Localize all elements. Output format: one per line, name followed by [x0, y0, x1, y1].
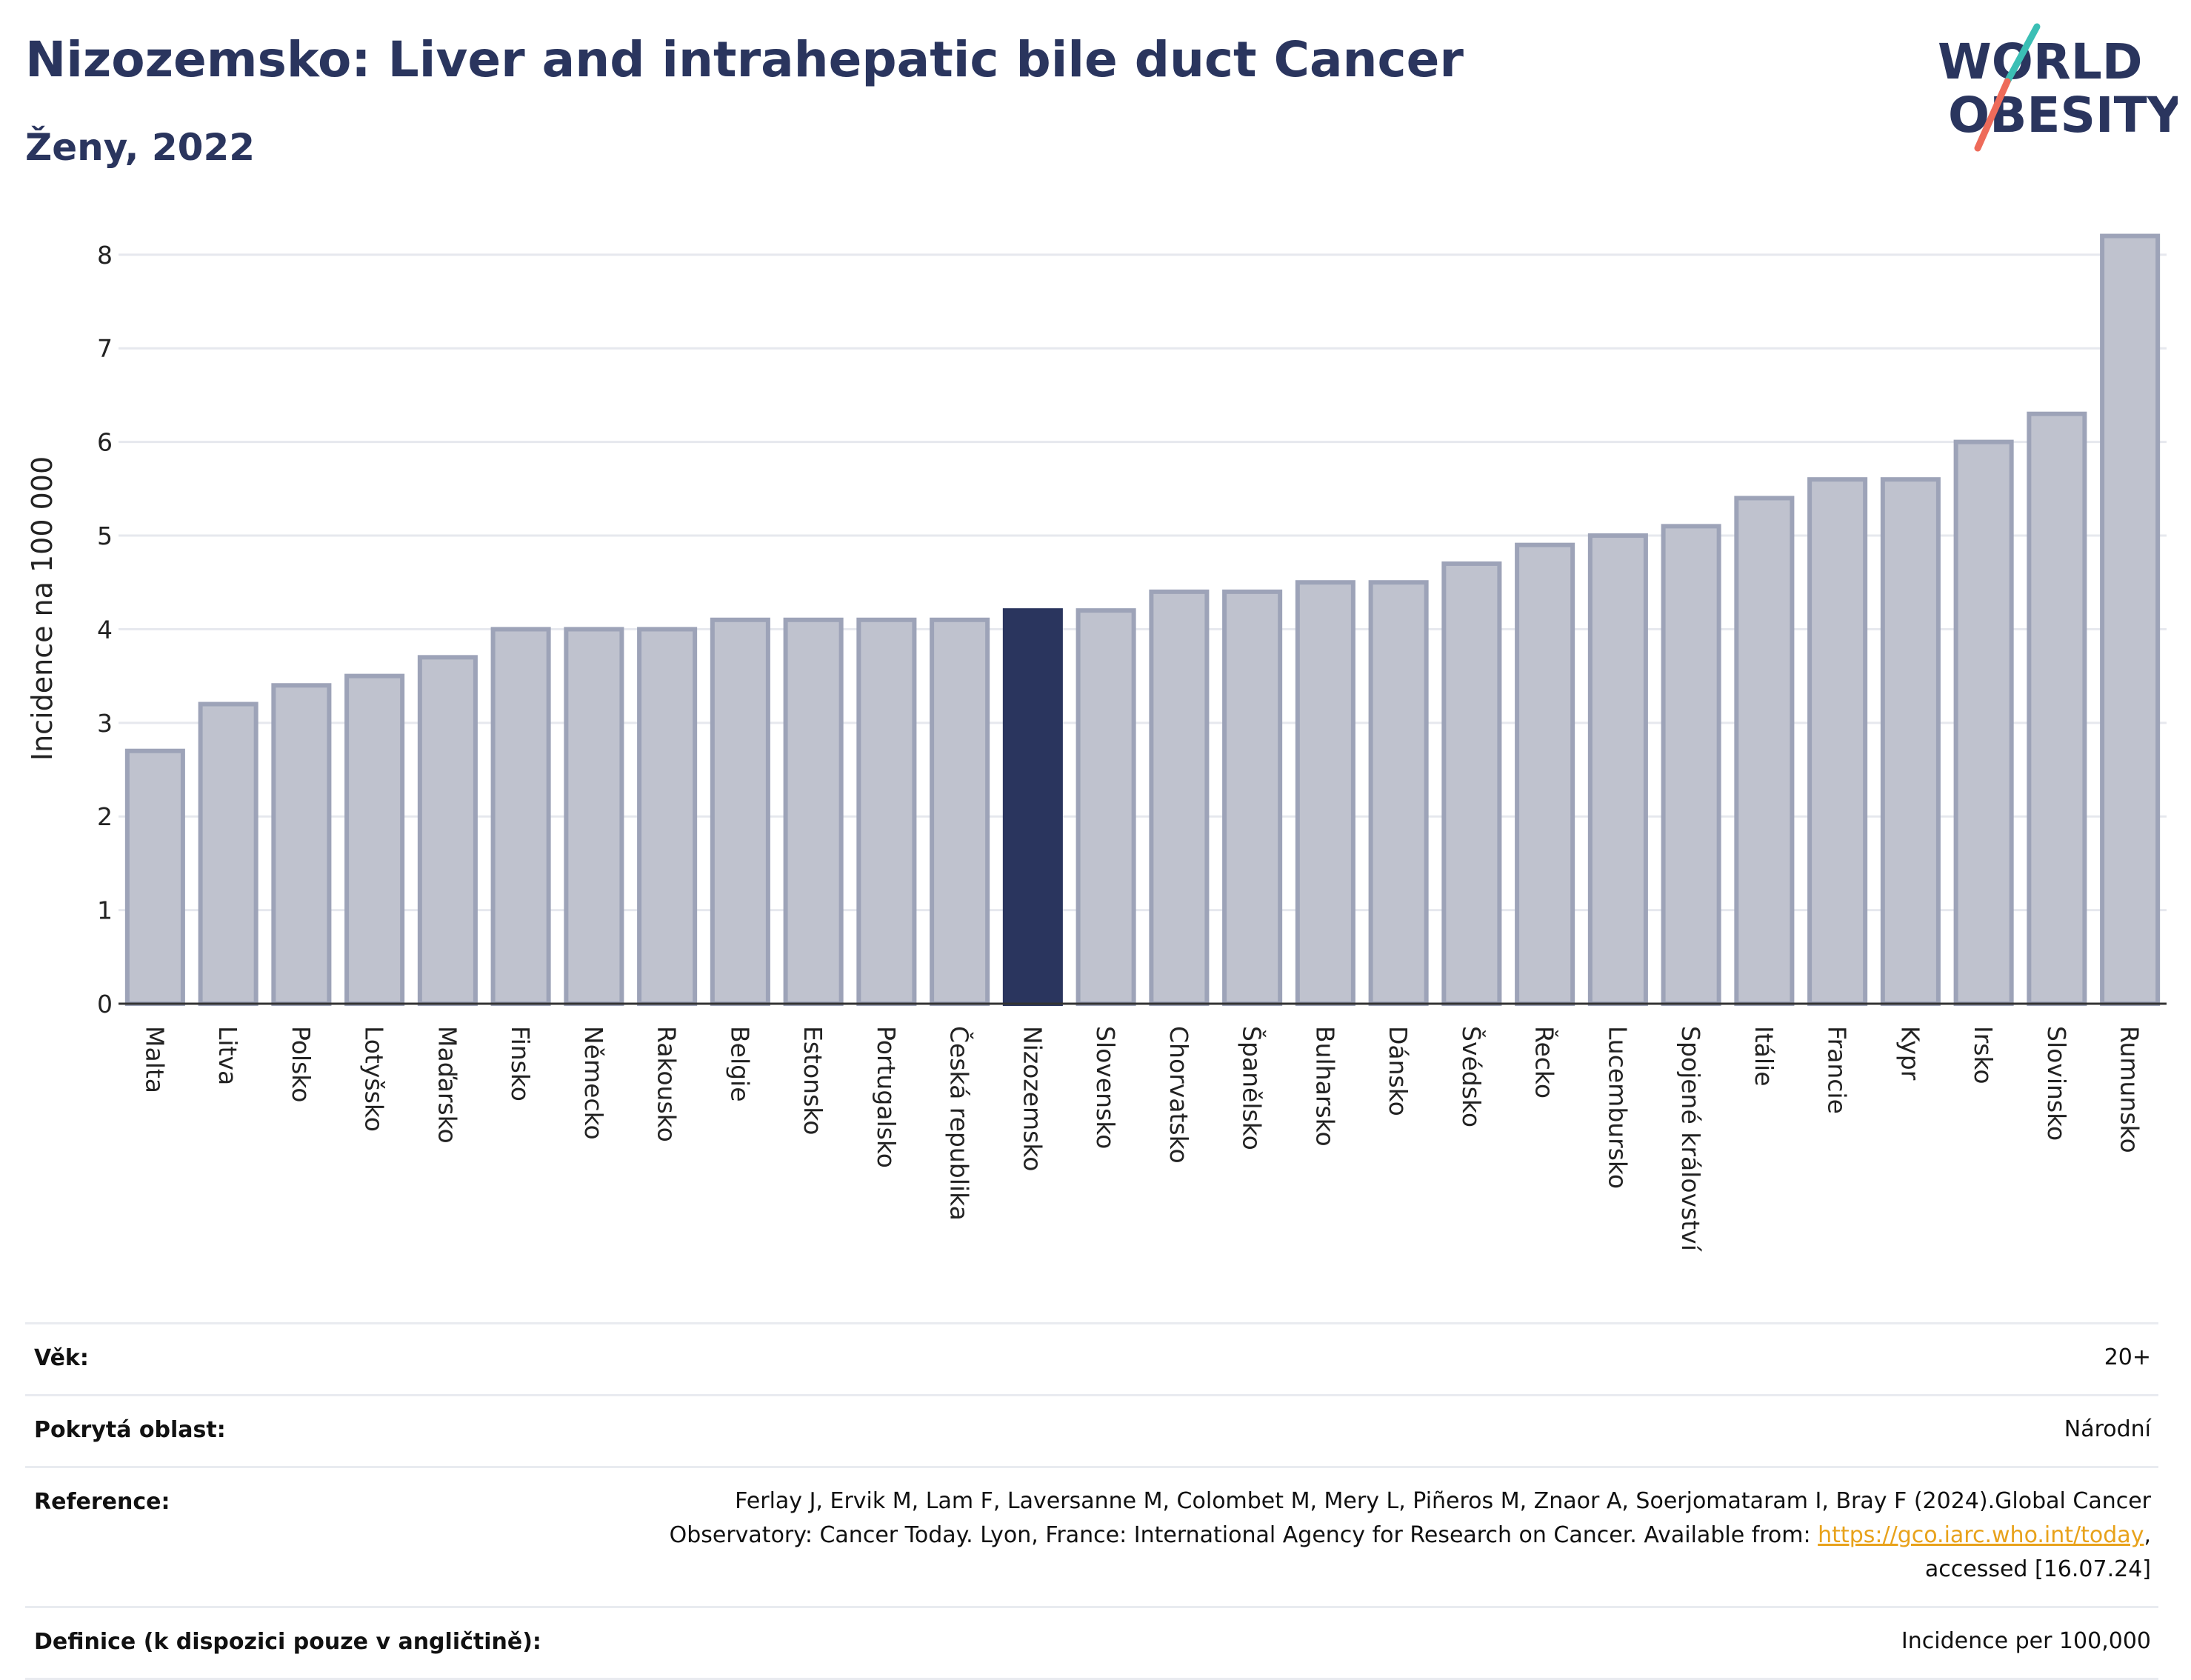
page-subtitle: Ženy, 2022: [25, 126, 256, 169]
age-value: 20+: [2104, 1344, 2151, 1370]
bar[interactable]: [930, 617, 990, 1006]
bar[interactable]: [637, 627, 698, 1006]
category-label: Kypr: [1895, 1026, 1924, 1081]
bar[interactable]: [490, 627, 551, 1006]
category-labels: Malta Litva Polsko Lotyšsko Maďarsko Finsko Ně…: [140, 1026, 2144, 1253]
y-tick-label: 0: [97, 990, 113, 1019]
bar[interactable]: [1002, 608, 1063, 1006]
bar[interactable]: [564, 627, 624, 1006]
category-label: Litva: [213, 1026, 242, 1085]
logo-slash-coral: [1974, 78, 2011, 152]
bar[interactable]: [2100, 233, 2161, 1007]
category-label: Lotyšsko: [360, 1026, 389, 1132]
bar[interactable]: [271, 683, 332, 1006]
category-label: Rumunsko: [2115, 1026, 2144, 1153]
category-label: Švédsko: [1457, 1026, 1487, 1127]
bar[interactable]: [198, 701, 259, 1007]
bar[interactable]: [1587, 533, 1648, 1006]
reference-text-3: ,: [2144, 1522, 2151, 1548]
y-tick-label: 8: [97, 241, 113, 270]
bar[interactable]: [710, 617, 770, 1006]
y-axis-label: Incidence na 100 000: [26, 456, 59, 761]
category-label: Německo: [579, 1026, 608, 1140]
area-value: Národní: [2064, 1416, 2151, 1442]
bar[interactable]: [344, 673, 405, 1006]
logo-text-world: WORLD: [1938, 33, 2143, 90]
definition-label: Definice (k dispozici pouze v angličtině…: [34, 1629, 541, 1655]
age-label: Věk:: [34, 1345, 89, 1371]
bar[interactable]: [1807, 477, 1868, 1006]
category-label: Rakousko: [653, 1026, 681, 1142]
bar[interactable]: [856, 617, 917, 1006]
bar[interactable]: [1222, 589, 1283, 1006]
y-tick-labels: 0 1 2 3 4 5 6 7 8: [97, 241, 113, 1019]
bar[interactable]: [1515, 542, 1575, 1006]
reference-text-2: Observatory: Cancer Today. Lyon, France:…: [669, 1522, 1818, 1548]
y-tick-label: 1: [97, 896, 113, 925]
category-label: Španělsko: [1238, 1026, 1267, 1150]
reference-link[interactable]: https://gco.iarc.who.int/today: [1818, 1522, 2144, 1548]
category-label: Francie: [1823, 1026, 1852, 1114]
category-label: Česká republika: [945, 1026, 975, 1221]
category-label: Bulharsko: [1310, 1026, 1339, 1147]
category-label: Irsko: [1969, 1026, 1998, 1084]
bar[interactable]: [1661, 524, 1721, 1006]
category-label: Malta: [140, 1026, 169, 1093]
bar[interactable]: [1953, 439, 2014, 1006]
category-label: Slovinsko: [2042, 1026, 2071, 1141]
bar[interactable]: [1441, 561, 1502, 1006]
reference-label: Reference:: [34, 1489, 170, 1515]
reference-text-4: accessed [16.07.24]: [1924, 1556, 2151, 1582]
y-tick-label: 3: [97, 709, 113, 738]
bar[interactable]: [1149, 589, 1210, 1006]
category-label: Finsko: [506, 1026, 535, 1101]
bar-chart: 0 1 2 3 4 5 6 7 8 Malta Litva Polsko Lotyšsko Maďars…: [26, 233, 2167, 1253]
category-label: Portugalsko: [872, 1026, 901, 1168]
reference-value: Ferlay J, Ervik M, Lam F, Laversanne M, …: [670, 1484, 2151, 1587]
bar[interactable]: [124, 748, 185, 1006]
info-row-age: Věk: 20+: [25, 1322, 2158, 1394]
page-title: Nizozemsko: Liver and intrahepatic bile …: [25, 31, 1464, 88]
category-label: Maďarsko: [433, 1026, 461, 1144]
bars: [124, 233, 2161, 1007]
info-row-reference: Reference: Ferlay J, Ervik M, Lam F, Lav…: [25, 1466, 2158, 1606]
bar[interactable]: [2027, 411, 2087, 1006]
category-label: Estonsko: [798, 1026, 827, 1135]
info-table: Věk: 20+ Pokrytá oblast: Národní Referen…: [25, 1322, 2158, 1680]
category-label: Dánsko: [1384, 1026, 1413, 1116]
category-label: Lucembursko: [1603, 1026, 1632, 1189]
logo-slash-teal: [2004, 23, 2041, 85]
y-tick-label: 5: [97, 521, 113, 550]
bar[interactable]: [783, 617, 844, 1006]
reference-text-1: Ferlay J, Ervik M, Lam F, Laversanne M, …: [735, 1488, 2151, 1514]
category-label: Itálie: [1750, 1026, 1778, 1087]
bar[interactable]: [417, 655, 478, 1006]
bar[interactable]: [1880, 477, 1941, 1006]
definition-value: Incidence per 100,000: [1901, 1628, 2151, 1654]
world-obesity-logo: WORLD OBESITY: [1938, 23, 2178, 152]
category-label: Řecko: [1530, 1026, 1560, 1099]
y-tick-label: 4: [97, 615, 113, 644]
category-label: Slovensko: [1091, 1026, 1120, 1149]
area-label: Pokrytá oblast:: [34, 1417, 226, 1443]
y-tick-label: 7: [97, 334, 113, 363]
bar[interactable]: [1076, 608, 1136, 1006]
y-tick-label: 2: [97, 802, 113, 831]
category-label: Spojené království: [1676, 1026, 1705, 1253]
bar[interactable]: [1295, 580, 1355, 1006]
info-row-area: Pokrytá oblast: Národní: [25, 1394, 2158, 1466]
category-label: Nizozemsko: [1018, 1026, 1047, 1171]
bar[interactable]: [1368, 580, 1429, 1006]
info-row-definition: Definice (k dispozici pouze v angličtině…: [25, 1606, 2158, 1680]
category-label: Belgie: [725, 1026, 754, 1102]
category-label: Chorvatsko: [1164, 1026, 1193, 1164]
y-tick-label: 6: [97, 428, 113, 457]
category-label: Polsko: [287, 1026, 316, 1102]
bar[interactable]: [1734, 496, 1795, 1006]
